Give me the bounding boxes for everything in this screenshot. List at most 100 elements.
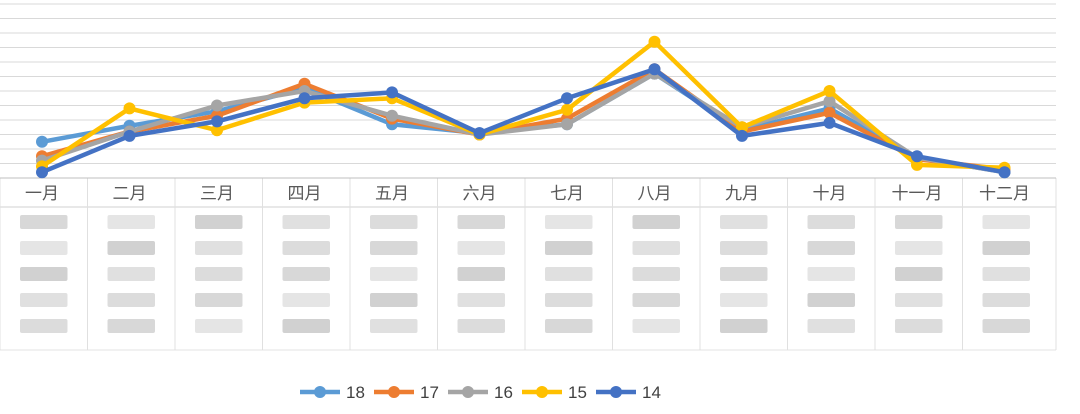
redacted-cell — [195, 293, 243, 307]
data-point — [386, 86, 398, 99]
data-point — [823, 106, 836, 119]
data-point — [911, 150, 923, 163]
legend-swatch-marker — [388, 386, 400, 398]
redacted-cell — [720, 293, 768, 307]
legend-item: 15 — [522, 383, 587, 402]
legend-swatch-marker — [462, 386, 474, 398]
data-point — [386, 109, 398, 122]
data-point — [823, 116, 836, 129]
data-point — [211, 99, 223, 112]
redacted-cell — [195, 267, 243, 281]
data-point — [36, 135, 48, 148]
legend: 18 17 16 15 14 — [300, 383, 661, 402]
legend-label: 18 — [346, 383, 365, 402]
redacted-cell — [457, 267, 505, 281]
category-label: 四月 — [288, 184, 322, 204]
redacted-cell — [632, 319, 680, 333]
category-label: 三月 — [200, 184, 234, 204]
category-label: 五月 — [375, 184, 409, 204]
redacted-cell — [982, 267, 1030, 281]
data-point — [911, 158, 923, 171]
redacted-cell — [282, 319, 330, 333]
gridlines — [0, 3, 1056, 179]
data-point — [561, 118, 573, 131]
data-point — [123, 102, 136, 115]
data-point — [298, 92, 311, 105]
redacted-cell — [982, 319, 1030, 333]
redacted-cell — [895, 293, 943, 307]
redacted-cell — [982, 215, 1030, 229]
redacted-cell — [632, 267, 680, 281]
redacted-cell — [370, 215, 418, 229]
redacted-cell — [282, 241, 330, 255]
redacted-cell — [545, 215, 593, 229]
redacted-cell — [20, 241, 68, 255]
redacted-cell — [545, 319, 593, 333]
series-14 — [36, 63, 1011, 179]
redacted-cell — [195, 319, 243, 333]
legend-swatch-marker — [314, 386, 326, 398]
redacted-cell — [370, 293, 418, 307]
redacted-cell — [895, 241, 943, 255]
redacted-cell — [720, 241, 768, 255]
legend-label: 17 — [420, 383, 439, 402]
redacted-cell — [545, 241, 593, 255]
data-point — [823, 95, 836, 108]
redacted-cell — [195, 241, 243, 255]
redacted-cell — [807, 241, 855, 255]
legend-label: 16 — [494, 383, 513, 402]
legend-item: 18 — [300, 383, 365, 402]
redacted-cell — [545, 293, 593, 307]
category-label: 十一月 — [892, 184, 943, 204]
legend-item: 16 — [448, 383, 513, 402]
redacted-cell — [20, 215, 68, 229]
redacted-cell — [107, 319, 155, 333]
redacted-cell — [107, 267, 155, 281]
redacted-cell — [632, 293, 680, 307]
redacted-cell — [632, 241, 680, 255]
redacted-cell — [545, 267, 593, 281]
data-point — [36, 166, 48, 179]
redacted-cell — [895, 215, 943, 229]
redacted-cell — [282, 267, 330, 281]
redacted-cell — [632, 215, 680, 229]
redacted-cell — [807, 319, 855, 333]
data-point — [211, 115, 223, 128]
data-point — [736, 121, 748, 134]
legend-swatch-marker — [536, 386, 548, 398]
series-line — [39, 39, 1007, 171]
redacted-cell — [720, 215, 768, 229]
data-point — [473, 127, 486, 140]
redacted-cell — [282, 215, 330, 229]
data-point — [736, 129, 748, 142]
redacted-cell — [282, 293, 330, 307]
data-point — [648, 63, 661, 76]
redacted-cell — [720, 319, 768, 333]
redacted-cell — [107, 241, 155, 255]
redacted-cell — [20, 267, 68, 281]
data-point — [998, 166, 1011, 179]
data-point — [123, 129, 136, 142]
data-table-area — [0, 178, 1057, 351]
redacted-cell — [195, 215, 243, 229]
legend-swatch-marker — [610, 386, 622, 398]
category-label: 七月 — [550, 184, 584, 204]
series-15 — [36, 35, 1011, 174]
category-label: 六月 — [463, 184, 497, 204]
category-label: 二月 — [113, 184, 147, 204]
category-label: 八月 — [638, 184, 672, 204]
redacted-cell — [807, 267, 855, 281]
redacted-cell — [807, 215, 855, 229]
legend-label: 15 — [568, 383, 587, 402]
data-point — [561, 92, 573, 105]
redacted-cell — [370, 241, 418, 255]
data-point — [648, 35, 661, 48]
category-label: 九月 — [725, 184, 759, 204]
redacted-cell — [457, 293, 505, 307]
legend-item: 17 — [374, 383, 439, 402]
redacted-cell — [20, 319, 68, 333]
redacted-cell — [20, 293, 68, 307]
series-line — [39, 71, 1007, 175]
category-label: 一月 — [25, 184, 59, 204]
